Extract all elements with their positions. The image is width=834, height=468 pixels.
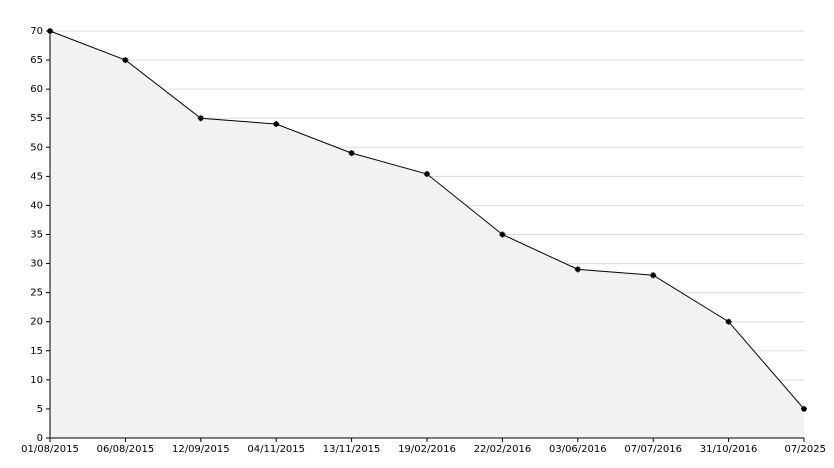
marker bbox=[348, 150, 355, 157]
x-tick-label: 04/11/2015 bbox=[247, 444, 305, 455]
x-tick-label: 31/10/2016 bbox=[700, 444, 758, 455]
y-tick-label: 60 bbox=[30, 84, 43, 95]
marker bbox=[574, 266, 581, 273]
y-tick-label: 15 bbox=[30, 346, 43, 357]
x-tick-label: 07/07/2016 bbox=[624, 444, 682, 455]
x-tick-label: 07/2025 bbox=[784, 444, 826, 455]
x-tick-label: 22/02/2016 bbox=[474, 444, 532, 455]
marker bbox=[650, 272, 657, 279]
x-tick-label: 01/08/2015 bbox=[21, 444, 79, 455]
y-tick-label: 30 bbox=[30, 259, 43, 270]
marker bbox=[122, 57, 129, 64]
y-tick-label: 50 bbox=[30, 142, 43, 153]
y-tick-label: 55 bbox=[30, 113, 43, 124]
y-tick-label: 40 bbox=[30, 200, 43, 211]
marker bbox=[273, 121, 280, 128]
area bbox=[50, 31, 804, 438]
x-tick-label: 06/08/2015 bbox=[97, 444, 155, 455]
y-tick-label: 65 bbox=[30, 55, 43, 66]
y-tick-label: 5 bbox=[37, 404, 43, 415]
y-tick-label: 70 bbox=[30, 26, 43, 37]
y-tick-label: 45 bbox=[30, 171, 43, 182]
y-tick-label: 35 bbox=[30, 230, 43, 241]
x-tick-label: 19/02/2016 bbox=[398, 444, 456, 455]
y-tick-label: 25 bbox=[30, 288, 43, 299]
marker bbox=[424, 171, 430, 178]
marker bbox=[725, 318, 732, 325]
marker bbox=[197, 115, 204, 122]
y-tick-label: 10 bbox=[30, 375, 43, 386]
y-tick-label: 0 bbox=[37, 433, 43, 444]
marker bbox=[499, 231, 506, 238]
marker bbox=[801, 405, 807, 412]
y-tick-label: 20 bbox=[30, 317, 43, 328]
x-tick-label: 03/06/2016 bbox=[549, 444, 607, 455]
x-tick-label: 12/09/2015 bbox=[172, 444, 230, 455]
x-tick-label: 13/11/2015 bbox=[323, 444, 381, 455]
